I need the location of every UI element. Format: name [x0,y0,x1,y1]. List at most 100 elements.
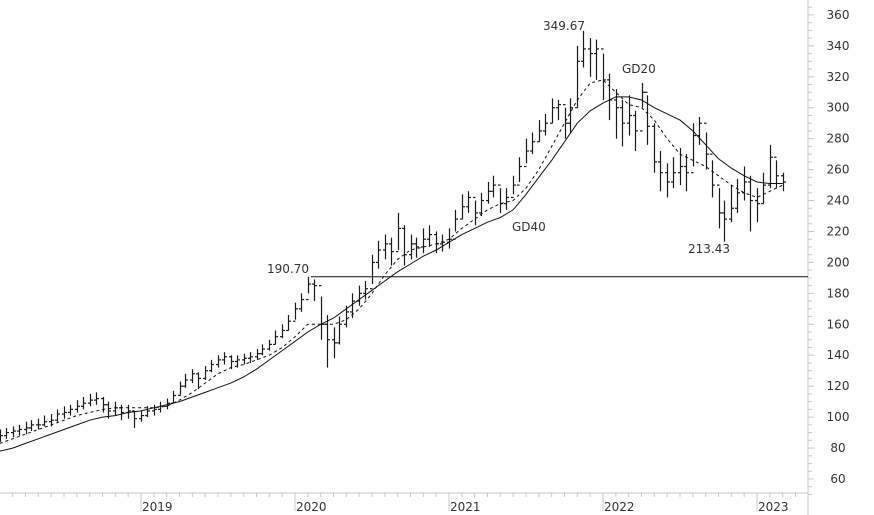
ohlc-bar [319,285,324,340]
ohlc-bar [286,315,291,332]
ohlc-bar [94,392,99,405]
ohlc-bar [563,104,568,139]
ohlc-bar [396,212,401,253]
ohlc-bar [344,305,349,328]
ohlc-bar [594,39,599,80]
ohlc-bar [216,355,221,368]
ohlc-bar [68,404,73,416]
ohlc-bar [640,82,645,132]
ohlc-bar [383,234,388,260]
gd20-line [0,79,783,444]
ohlc-bar [132,410,137,428]
ohlc-bar [704,122,709,170]
x-tick-label: 2021 [450,500,481,514]
ohlc-bar [748,175,753,232]
ohlc-bar [491,175,496,198]
ohlc-bar [511,175,516,199]
ohlc-bar [691,123,696,174]
price-bars [0,30,786,442]
ohlc-bar [363,280,368,300]
x-tick-label: 2019 [142,500,173,514]
ohlc-bar [203,366,208,380]
ohlc-bar [178,381,183,397]
ohlc-bar [729,185,734,223]
ohlc-bar [376,240,381,269]
ohlc-bar [665,163,670,198]
ohlc-bar [248,352,253,363]
ohlc-bar [717,184,722,229]
ohlc-bar [229,355,234,370]
ohlc-bar [42,415,47,427]
ohlc-bar [306,276,311,301]
ohlc-bar [658,151,663,192]
ohlc-bar [36,418,41,430]
ohlc-bar [742,166,747,201]
x-tick-label: 2023 [758,500,789,514]
ohlc-bar [556,99,561,121]
axes: 60 80 100 120 140 160 180 200 220 240 260 280 300 320… [0,0,849,515]
ohlc-bar [722,200,727,242]
y-tick-label: 200 [827,255,850,269]
ohlc-bar [106,401,111,419]
ohlc-bar [389,237,394,266]
ohlc-bar [139,410,144,422]
ohlc-bar [337,316,342,345]
ohlc-bar [678,147,683,186]
ohlc-bar [543,113,548,136]
ohlc-bar [588,38,593,77]
ohlc-bar [421,228,426,254]
ohlc-bar [414,237,419,258]
ohlc-bar [447,228,452,249]
y-tick-label: 340 [827,39,850,53]
ohlc-bar [370,254,375,290]
ohlc-bar [581,30,586,68]
ohlc-bar [550,98,555,124]
ohlc-bar [75,400,80,413]
y-tick-label: 280 [827,132,850,146]
ohlc-bar [11,426,16,438]
ohlc-bar [504,188,509,210]
ohlc-bar [152,404,157,416]
ohlc-bar [126,404,131,419]
x-tick-label: 2020 [296,500,327,514]
ohlc-bar [280,324,285,339]
y-tick-label: 220 [827,224,850,238]
ohlc-bar [62,406,67,419]
ohlc-bar [325,315,330,368]
ohlc-bar [710,153,715,198]
y-tick-label: 240 [827,194,850,208]
ohlc-bar [781,172,786,192]
ohlc-bar [652,123,657,173]
ohlc-bar [357,285,362,306]
y-tick-label: 320 [827,70,850,84]
ohlc-bar [190,369,195,384]
ohlc-bar [145,406,150,418]
ohlc-bar [17,424,22,436]
ohlc-bar [409,234,414,260]
ohlc-bar [530,132,535,155]
ohlc-bar [255,349,260,360]
y-tick-label: 80 [830,441,845,455]
ohlc-bar [671,157,676,189]
gd40-line [0,96,783,452]
high-annotation: 349.67 [543,19,585,33]
ohlc-bar [209,359,214,373]
y-tick-label: 120 [827,379,850,393]
ohlc-bar [601,48,606,100]
ohlc-bar [101,397,106,413]
y-tick-label: 100 [827,410,850,424]
ohlc-bar [575,45,580,109]
ohlc-bar [735,178,740,213]
ohlc-bar [4,427,9,439]
ohlc-bar [473,196,478,226]
moving-averages [0,79,783,452]
ohlc-bar [332,327,337,359]
ohlc-bar [402,225,407,266]
y-tick-label: 300 [827,101,850,115]
ohlc-bar [479,192,484,217]
ohlc-bar [88,393,93,407]
ohlc-bar [267,339,272,351]
ohlc-bar [119,404,124,421]
ohlc-bar [607,73,612,121]
